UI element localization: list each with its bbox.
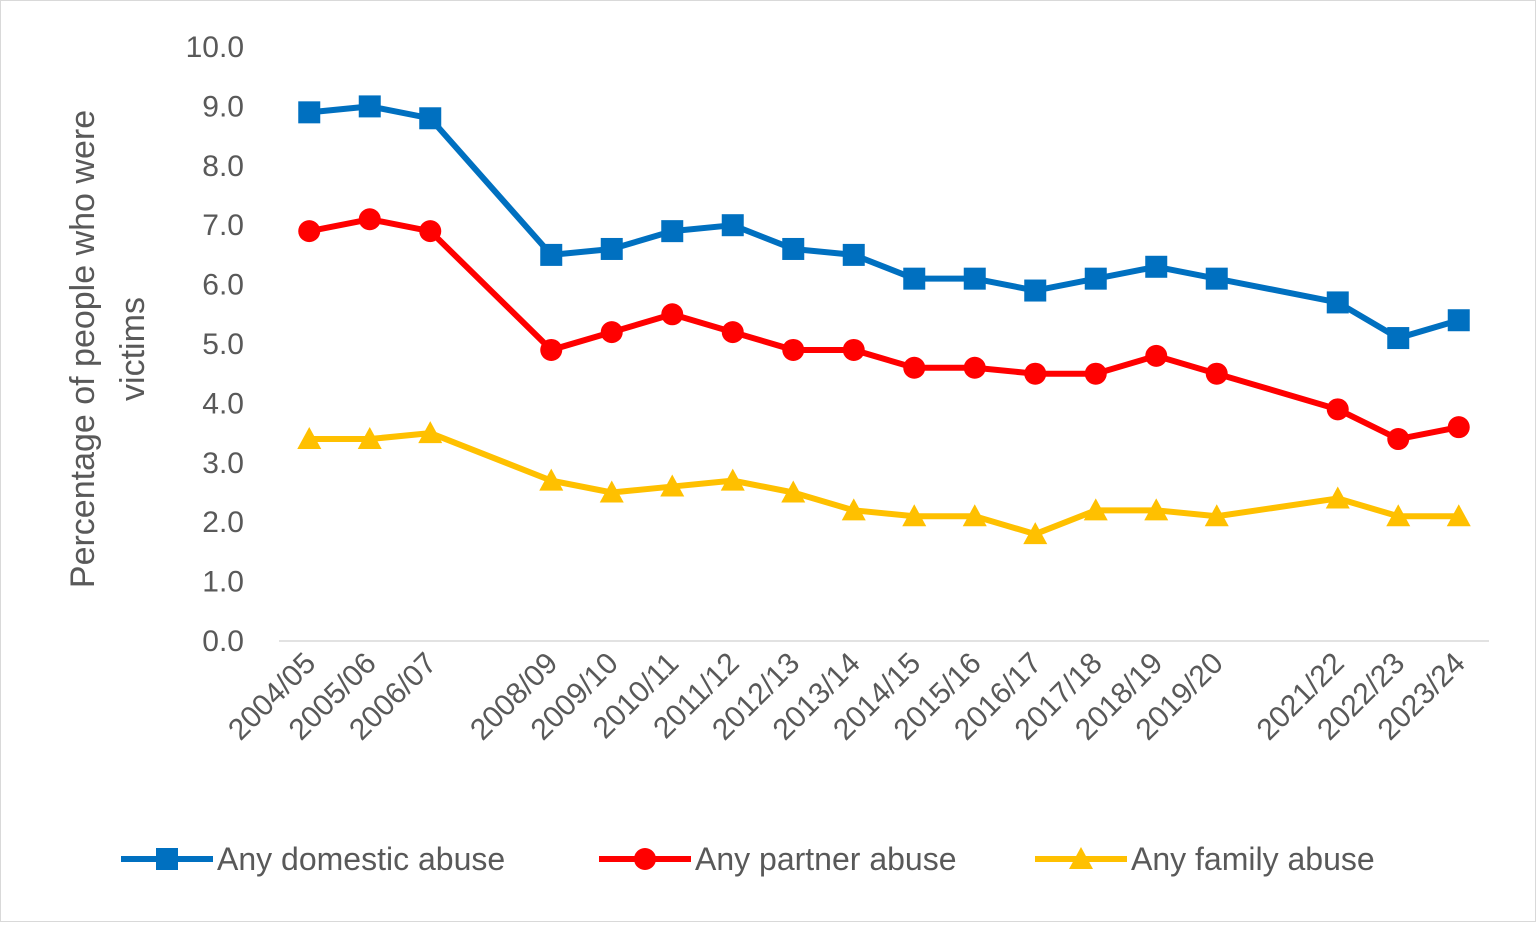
y-tick-label: 8.0: [202, 150, 244, 183]
data-point-any-partner-abuse: [358, 208, 381, 231]
data-point-any-family-abuse: [902, 504, 927, 527]
legend-item-any-partner-abuse: Any partner abuse: [599, 841, 957, 877]
data-point-any-domestic-abuse: [1387, 327, 1410, 350]
data-point-any-domestic-abuse: [721, 214, 744, 237]
y-tick-label: 0.0: [202, 625, 244, 658]
data-point-any-family-abuse: [841, 498, 866, 521]
legend-marker: [156, 848, 178, 870]
data-point-any-family-abuse: [1023, 522, 1048, 545]
data-point-any-family-abuse: [357, 427, 382, 450]
data-point-any-partner-abuse: [1326, 398, 1349, 421]
data-point-any-domestic-abuse: [540, 243, 563, 266]
series-group: [297, 95, 1471, 545]
y-tick-label: 1.0: [202, 566, 244, 599]
data-point-any-partner-abuse: [298, 220, 321, 243]
series-any-partner-abuse: [298, 208, 1470, 451]
data-point-any-family-abuse: [418, 421, 443, 444]
y-tick-label: 4.0: [202, 387, 244, 420]
data-point-any-family-abuse: [1325, 486, 1350, 509]
data-point-any-partner-abuse: [1024, 362, 1047, 385]
series-line-any-family-abuse: [306, 430, 1462, 538]
series-any-domestic-abuse: [298, 95, 1470, 350]
data-point-any-domestic-abuse: [782, 237, 805, 260]
data-point-any-partner-abuse: [903, 356, 926, 379]
data-point-any-family-abuse: [599, 480, 624, 503]
legend: Any domestic abuse Any partner abuse Any f…: [121, 841, 1375, 877]
series-line-any-partner-abuse: [306, 216, 1462, 443]
series-line-any-domestic-abuse: [306, 103, 1462, 342]
data-point-any-domestic-abuse: [1205, 267, 1228, 290]
data-point-any-partner-abuse: [661, 303, 684, 326]
data-point-any-partner-abuse: [419, 220, 442, 243]
data-point-any-domestic-abuse: [1145, 255, 1168, 278]
data-point-any-partner-abuse: [1084, 362, 1107, 385]
data-point-any-domestic-abuse: [419, 107, 442, 130]
data-point-any-partner-abuse: [1387, 428, 1410, 451]
y-tick-label: 7.0: [202, 209, 244, 242]
y-tick-label: 5.0: [202, 328, 244, 361]
series-any-family-abuse: [297, 421, 1471, 545]
y-axis-ticks: 0.0 1.0 2.0 3.0 4.0 5.0 6.0 7.0 8.0 9.0 10.0: [186, 31, 244, 658]
legend-marker: [634, 848, 656, 870]
data-point-any-partner-abuse: [1145, 344, 1168, 367]
data-point-any-partner-abuse: [842, 338, 865, 361]
data-point-any-family-abuse: [1446, 504, 1471, 527]
legend-item-any-domestic-abuse: Any domestic abuse: [121, 841, 505, 877]
legend-label: Any partner abuse: [695, 841, 957, 877]
data-point-any-partner-abuse: [540, 338, 563, 361]
data-point-any-partner-abuse: [782, 338, 805, 361]
data-point-any-domestic-abuse: [1447, 309, 1470, 332]
data-point-any-domestic-abuse: [842, 243, 865, 266]
data-point-any-family-abuse: [720, 468, 745, 491]
data-point-any-domestic-abuse: [600, 237, 623, 260]
data-point-any-partner-abuse: [600, 321, 623, 344]
data-point-any-family-abuse: [1144, 498, 1169, 521]
data-point-any-domestic-abuse: [903, 267, 926, 290]
data-point-any-domestic-abuse: [661, 220, 684, 243]
data-point-any-family-abuse: [539, 468, 564, 491]
legend-label: Any domestic abuse: [217, 841, 505, 877]
data-point-any-family-abuse: [297, 427, 322, 450]
legend-item-any-family-abuse: Any family abuse: [1035, 841, 1375, 877]
data-point-any-domestic-abuse: [1024, 279, 1047, 302]
legend-marker: [1069, 847, 1093, 869]
data-point-any-domestic-abuse: [963, 267, 986, 290]
data-point-any-family-abuse: [962, 504, 987, 527]
data-point-any-partner-abuse: [1205, 362, 1228, 385]
data-point-any-family-abuse: [1083, 498, 1108, 521]
y-tick-label: 3.0: [202, 447, 244, 480]
data-point-any-family-abuse: [660, 474, 685, 497]
data-point-any-partner-abuse: [1447, 416, 1470, 439]
data-point-any-family-abuse: [1204, 504, 1229, 527]
y-axis-title: Percentage of people who were victims: [64, 110, 152, 588]
data-point-any-domestic-abuse: [1084, 267, 1107, 290]
y-tick-label: 10.0: [186, 31, 244, 64]
data-point-any-domestic-abuse: [358, 95, 381, 118]
data-point-any-domestic-abuse: [1326, 291, 1349, 314]
data-point-any-family-abuse: [1386, 504, 1411, 527]
data-point-any-domestic-abuse: [298, 101, 321, 124]
y-tick-label: 2.0: [202, 506, 244, 539]
data-point-any-partner-abuse: [963, 356, 986, 379]
data-point-any-partner-abuse: [721, 321, 744, 344]
legend-label: Any family abuse: [1131, 841, 1375, 877]
data-point-any-family-abuse: [781, 480, 806, 503]
y-tick-label: 6.0: [202, 269, 244, 302]
y-tick-label: 9.0: [202, 90, 244, 123]
